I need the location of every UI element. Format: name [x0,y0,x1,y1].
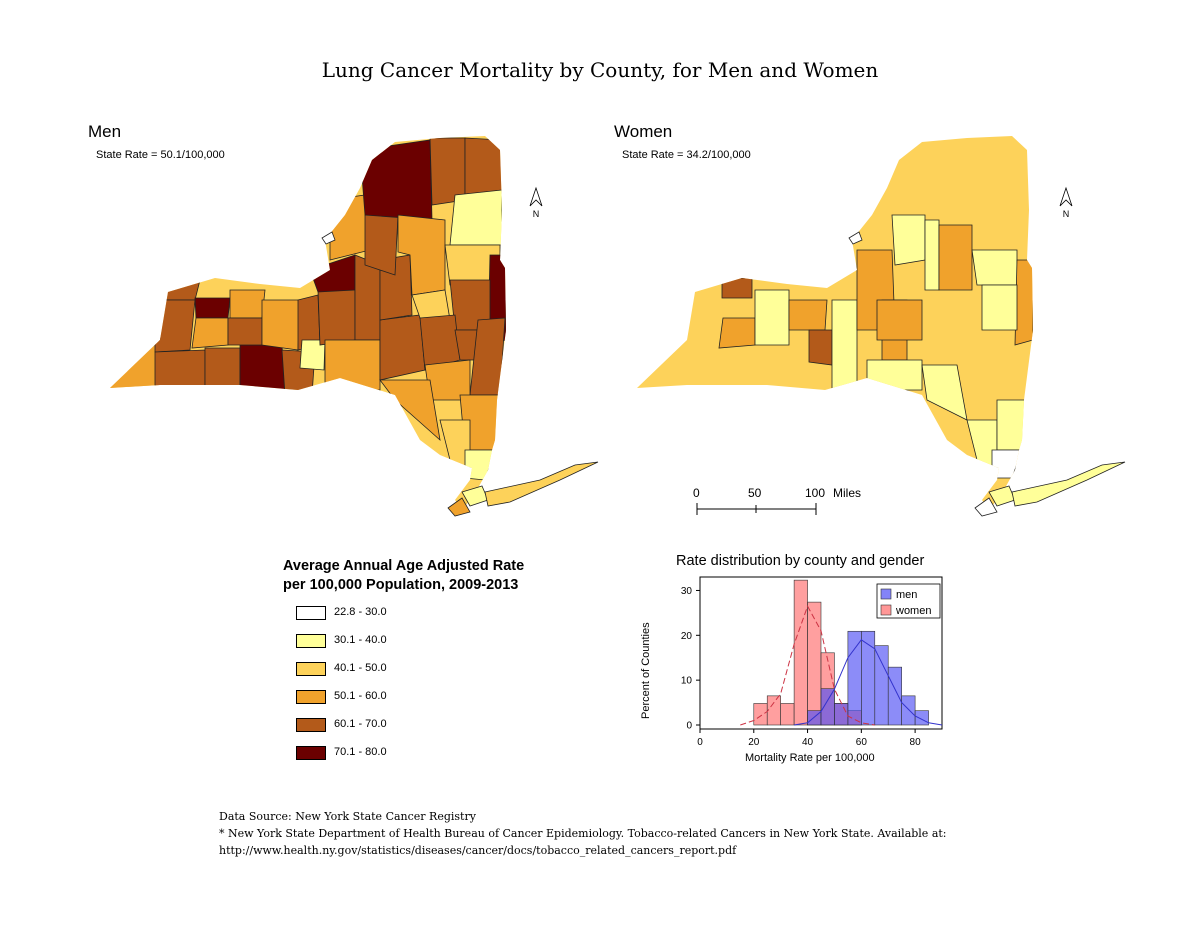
legend-label: 60.1 - 70.0 [334,718,387,730]
women-density-curve [740,604,875,726]
legend-label: 50.1 - 60.0 [334,690,387,702]
x-tick-label: 40 [802,737,814,748]
scale-bar [696,503,817,515]
legend-swatch [296,718,326,732]
scale-label-50: 50 [748,486,762,500]
legend-title: Average Annual Age Adjusted Rate per 100… [283,557,524,595]
men-bar [914,710,929,726]
women-bar [793,579,808,726]
map-title-men: Men [88,122,122,141]
men-density-curve [794,639,943,726]
women-bar [780,703,795,726]
north-arrow-men [529,186,543,207]
men-bar [847,630,862,726]
legend-swatch [296,746,326,760]
x-tick-label: 0 [697,737,703,748]
men-bar [834,703,849,726]
y-tick-label: 20 [681,631,693,642]
chart-legend-swatch [880,588,892,600]
men-bar [861,630,876,726]
x-tick-label: 20 [748,737,760,748]
y-tick-label: 10 [681,676,693,687]
map-title-women: Women [614,122,673,141]
legend-title-line1: Average Annual Age Adjusted Rate [283,558,525,574]
legend-label: 70.1 - 80.0 [334,746,387,758]
source-line2: * New York State Department of Health Bu… [219,827,947,840]
x-tick-label: 80 [910,737,922,748]
data-source: Data Source: New York State Cancer Regis… [219,808,947,859]
scale-label-0: 0 [693,486,700,500]
state-rate-women: State Rate = 34.2/100,000 [622,149,751,161]
legend-swatch [296,690,326,704]
men-bar [887,666,902,726]
plot-frame [699,576,943,730]
source-line1: Data Source: New York State Cancer Regis… [219,810,476,823]
legend-title-line2: per 100,000 Population, 2009-2013 [283,577,519,593]
men-bar [901,695,916,726]
scale-unit: Miles [833,486,862,500]
state-rate-men: State Rate = 50.1/100,000 [96,149,225,161]
legend-label: 40.1 - 50.0 [334,662,387,674]
chart-legend-swatch [880,604,892,616]
women-bar [766,695,781,726]
legend-label: 30.1 - 40.0 [334,634,387,646]
men-bar [820,688,835,726]
scale-label-100: 100 [805,486,826,500]
women-bar [753,703,768,726]
legend-swatch [296,634,326,648]
chart-title: Rate distribution by county and gender [676,553,925,569]
legend-swatch [296,662,326,676]
page-title: Lung Cancer Mortality by County, for Men… [321,58,879,82]
chart-legend-label: women [895,605,931,617]
x-tick-label: 60 [856,737,868,748]
north-arrow-women [1059,186,1073,207]
y-tick-label: 0 [686,721,692,732]
north-label-men: N [532,209,540,219]
x-axis-label: Mortality Rate per 100,000 [745,752,875,764]
women-bar [807,601,822,726]
legend-label: 22.8 - 30.0 [334,606,387,618]
legend-swatch [296,606,326,620]
north-label-women: N [1062,209,1070,219]
source-line3: http://www.health.ny.gov/statistics/dise… [219,844,737,857]
men-bar [874,645,889,726]
chart-legend-label: men [896,589,917,601]
y-tick-label: 30 [681,586,693,597]
